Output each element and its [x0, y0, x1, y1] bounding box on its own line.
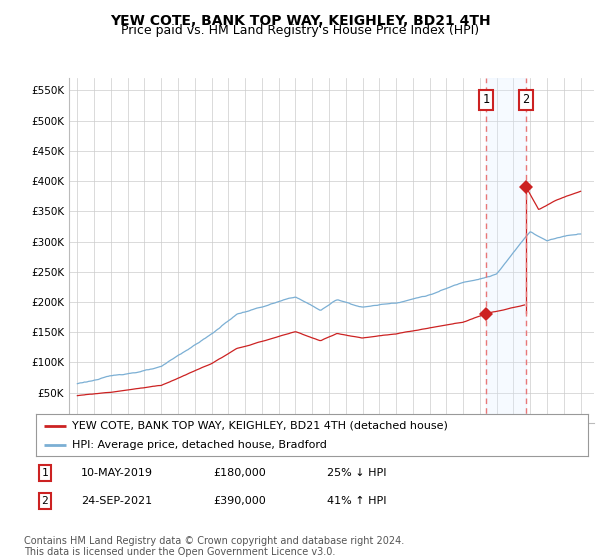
Text: 2: 2	[41, 496, 49, 506]
Text: YEW COTE, BANK TOP WAY, KEIGHLEY, BD21 4TH (detached house): YEW COTE, BANK TOP WAY, KEIGHLEY, BD21 4…	[72, 421, 448, 431]
Text: 2: 2	[522, 93, 529, 106]
Text: Contains HM Land Registry data © Crown copyright and database right 2024.
This d: Contains HM Land Registry data © Crown c…	[24, 535, 404, 557]
Text: HPI: Average price, detached house, Bradford: HPI: Average price, detached house, Brad…	[72, 440, 327, 450]
Text: £180,000: £180,000	[213, 468, 266, 478]
Text: 1: 1	[41, 468, 49, 478]
Bar	[486, 78, 526, 423]
Text: 41% ↑ HPI: 41% ↑ HPI	[327, 496, 386, 506]
Text: 1: 1	[482, 93, 490, 106]
Text: Price paid vs. HM Land Registry's House Price Index (HPI): Price paid vs. HM Land Registry's House …	[121, 24, 479, 37]
Text: £390,000: £390,000	[213, 496, 266, 506]
Text: 24-SEP-2021: 24-SEP-2021	[81, 496, 152, 506]
Text: YEW COTE, BANK TOP WAY, KEIGHLEY, BD21 4TH: YEW COTE, BANK TOP WAY, KEIGHLEY, BD21 4…	[110, 14, 490, 28]
Text: 10-MAY-2019: 10-MAY-2019	[81, 468, 153, 478]
Text: 25% ↓ HPI: 25% ↓ HPI	[327, 468, 386, 478]
